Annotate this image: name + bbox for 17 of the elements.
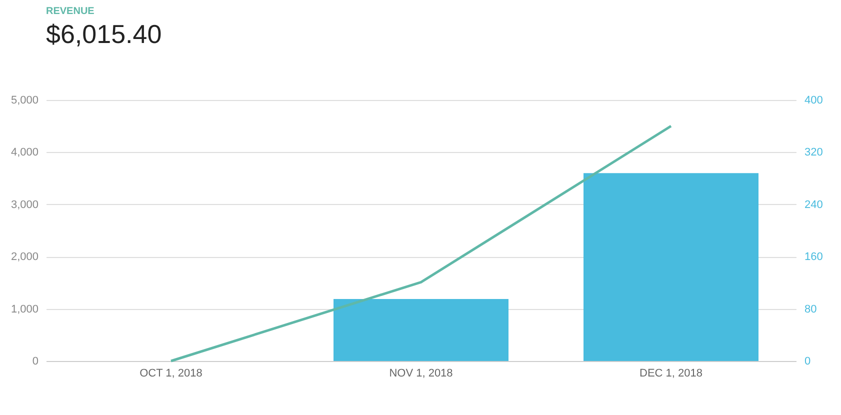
y-tick-label: 1,000 bbox=[10, 303, 38, 316]
y2-tick-label: 320 bbox=[804, 146, 823, 159]
y-tick-label: 5,000 bbox=[10, 94, 38, 106]
y-tick-label: 2,000 bbox=[10, 251, 38, 264]
y2-tick-label: 400 bbox=[804, 94, 823, 106]
y-tick-label: 3,000 bbox=[10, 198, 38, 211]
x-tick-label: OCT 1, 2018 bbox=[140, 368, 202, 380]
y2-tick-label: 160 bbox=[804, 251, 823, 264]
y2-tick-label: 240 bbox=[804, 198, 823, 211]
y-tick-label: 0 bbox=[32, 356, 38, 368]
chart-subtitle: $6,015.40 bbox=[46, 19, 162, 49]
x-tick-label: NOV 1, 2018 bbox=[389, 368, 453, 380]
y2-tick-label: 80 bbox=[804, 303, 817, 316]
x-tick-label: DEC 1, 2018 bbox=[640, 368, 702, 380]
y-tick-label: 4,000 bbox=[10, 146, 38, 159]
chart-title: REVENUE bbox=[46, 6, 95, 17]
y2-tick-label: 0 bbox=[804, 356, 811, 368]
